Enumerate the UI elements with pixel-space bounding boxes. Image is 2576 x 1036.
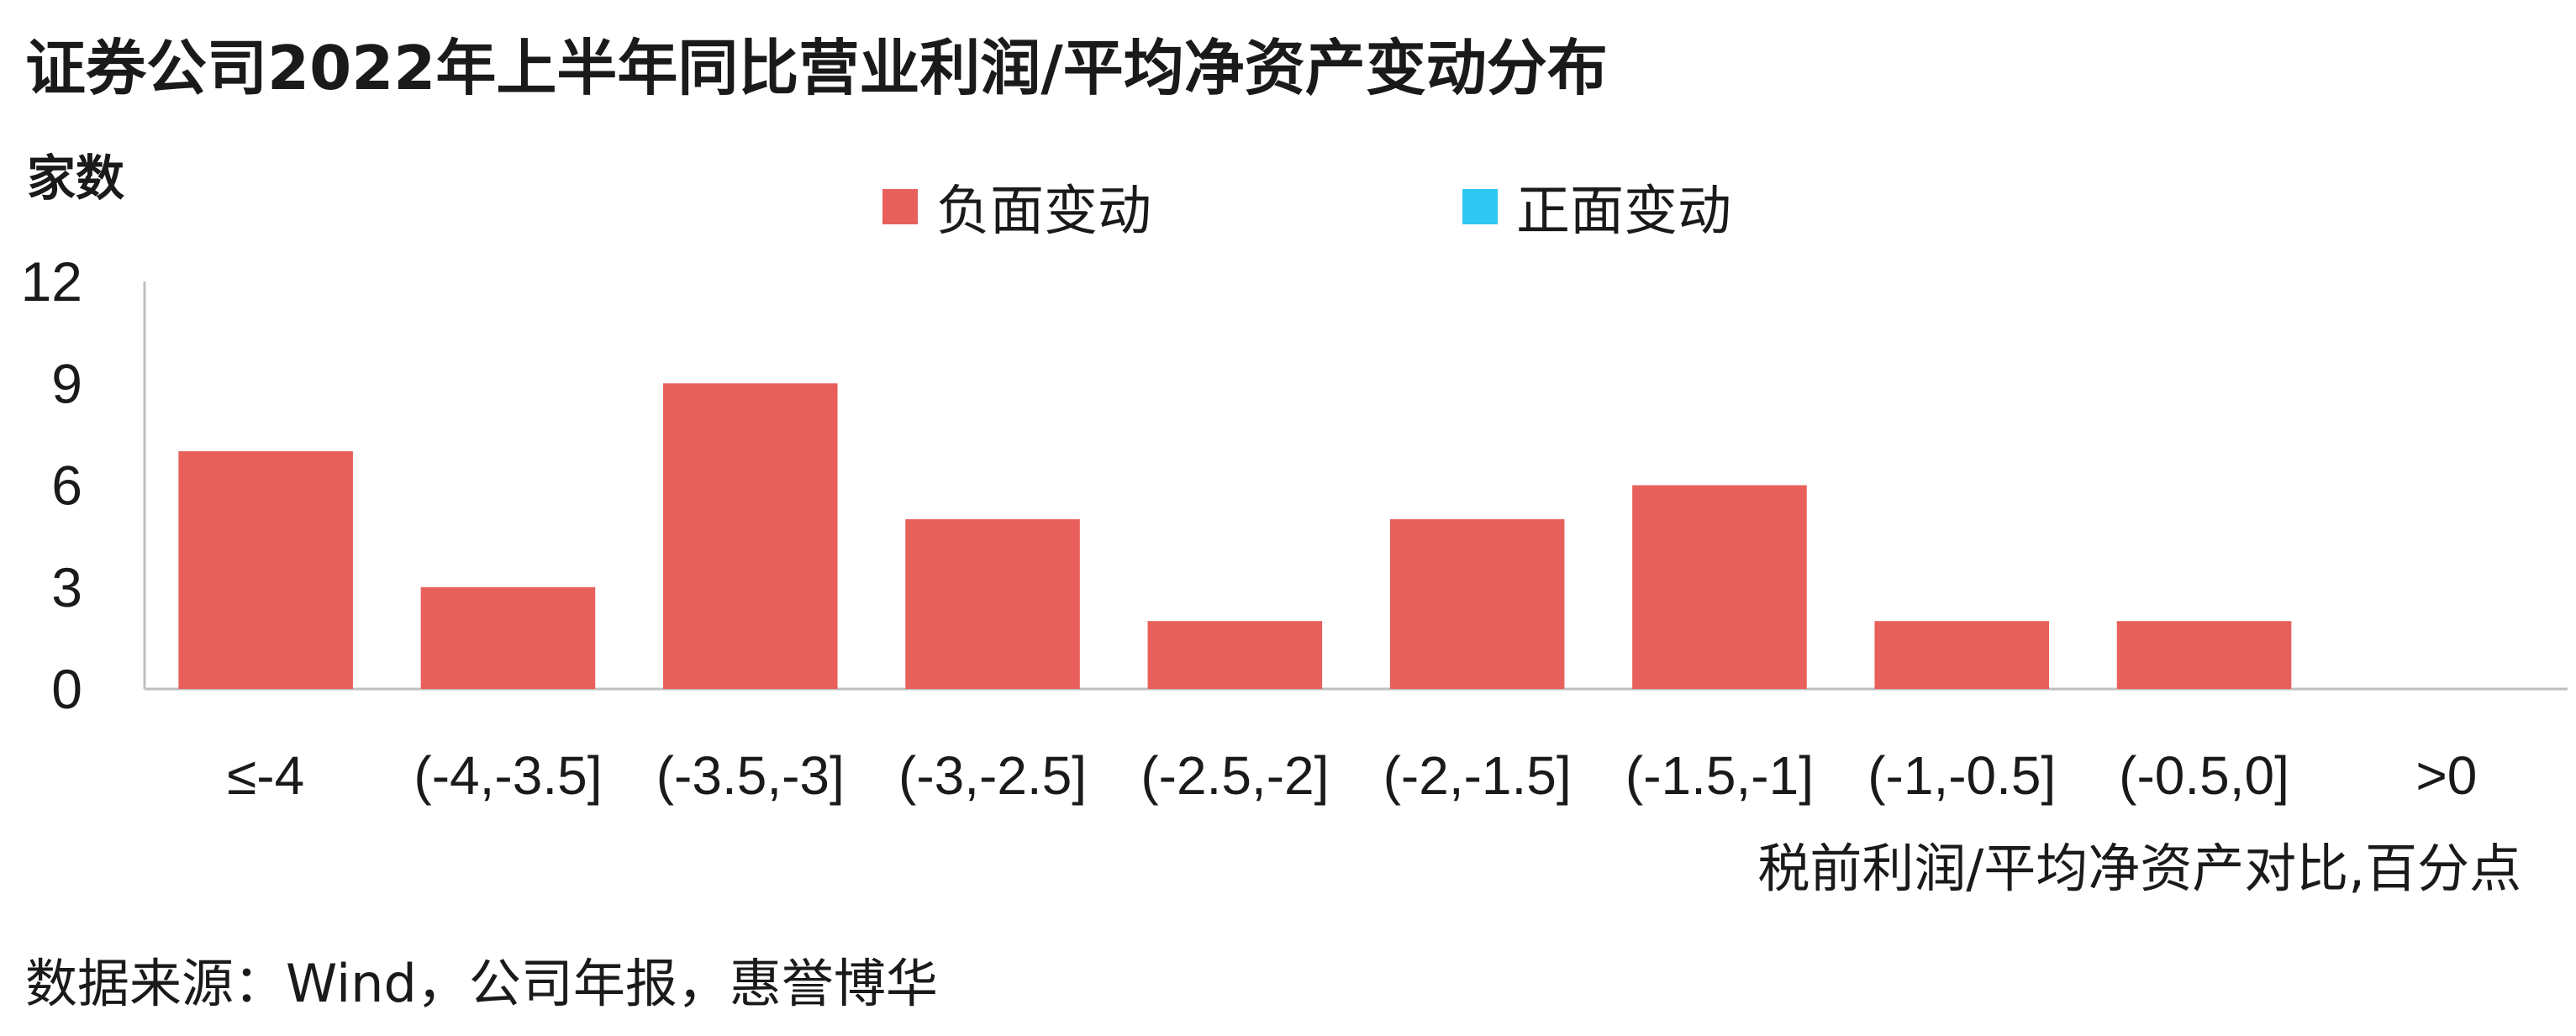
bar-negative: [1147, 621, 1323, 689]
legend-item-positive: 正面变动: [1462, 168, 1731, 245]
x-axis: ≤-4 (-4,-3.5] (-3.5,-3] (-3,-2.5] (-2.5,-2] (…: [145, 687, 2568, 806]
bar-negative: [905, 518, 1080, 689]
x-tick-label: (-3,-2.5]: [898, 745, 1087, 806]
bar-negative: [1632, 485, 1807, 689]
legend: 负面变动 正面变动: [0, 168, 2576, 244]
x-tick-label: >0: [2415, 745, 2477, 806]
y-tick-label: 6: [51, 455, 82, 517]
bar-negative: [420, 586, 596, 689]
bar-negative: [662, 383, 838, 689]
bars: [178, 383, 2292, 689]
y-tick-label: 3: [51, 556, 82, 618]
source-note: 数据来源：Wind，公司年报，惠誉博华: [25, 953, 938, 1014]
x-tick-label: ≤-4: [227, 745, 304, 806]
y-tick-label: 9: [51, 352, 82, 414]
legend-label-negative: 负面变动: [936, 181, 1151, 243]
x-axis-label: 税前利润/平均净资产对比,百分点: [1757, 838, 2521, 899]
x-tick-label: (-2,-1.5]: [1383, 745, 1572, 806]
legend-item-negative: 负面变动: [882, 168, 1151, 245]
x-tick-label: (-2.5,-2]: [1140, 745, 1329, 806]
bar-negative: [1389, 518, 1565, 689]
y-tick-label: 12: [21, 250, 82, 313]
x-tick-label: (-0.5,0]: [2119, 745, 2289, 806]
legend-swatch-negative: [882, 189, 918, 224]
x-tick-label: (-1.5,-1]: [1625, 745, 1814, 806]
legend-swatch-positive: [1462, 189, 1498, 224]
x-tick-label: (-3.5,-3]: [656, 745, 845, 806]
bar-negative: [2116, 621, 2292, 689]
y-axis-label: 家数: [27, 150, 125, 207]
bar-negative: [178, 451, 353, 689]
x-tick-label: (-1,-0.5]: [1867, 745, 2056, 806]
chart-title: 证券公司2022年上半年同比营业利润/平均净资产变动分布: [25, 33, 1608, 103]
legend-label-positive: 正面变动: [1516, 181, 1731, 243]
y-tick-label: 0: [51, 658, 82, 720]
x-tick-label: (-4,-3.5]: [414, 745, 602, 806]
y-axis: 0 3 6 9 12: [21, 250, 146, 720]
bar-negative: [1874, 621, 2050, 689]
